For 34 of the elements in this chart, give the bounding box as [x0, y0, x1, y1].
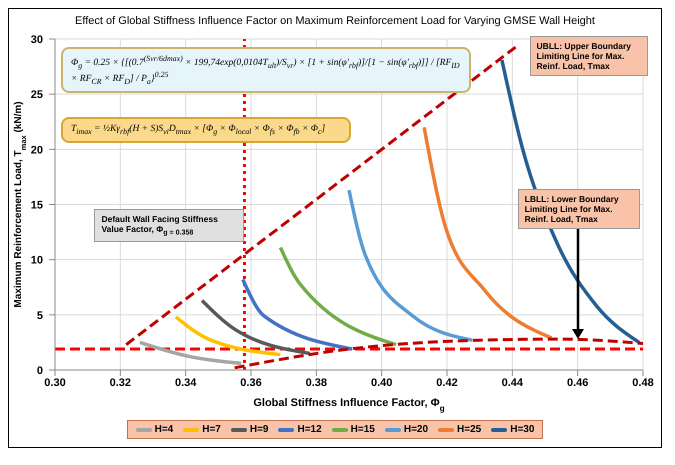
- legend-label: H=9: [248, 424, 268, 435]
- legend-label: H=7: [201, 424, 221, 435]
- x-tick-label: 0.42: [436, 376, 458, 389]
- x-tick-label: 0.40: [370, 376, 392, 389]
- x-tick-label: 0.30: [44, 376, 66, 389]
- legend-label: H=12: [296, 424, 322, 435]
- y-tick-label: 0: [36, 365, 43, 377]
- y-tick-label: 30: [30, 34, 43, 46]
- legend-label: H=15: [350, 424, 375, 435]
- x-tick-label: 0.32: [110, 376, 132, 389]
- y-tick-label: 20: [30, 144, 43, 156]
- legend-label: H=25: [456, 424, 482, 435]
- y-tick-label: 25: [30, 89, 43, 102]
- legend-label: H=30: [509, 424, 534, 435]
- formula-box: Default Wall Facing Stiffness Value Factor, Φ$_{g = 0.358}$: [94, 209, 244, 242]
- legend-label: H=20: [402, 424, 428, 435]
- x-tick-label: 0.48: [632, 376, 654, 389]
- callout-box: UBLL: Upper Boundary Limiting Line for Max. Reinf. Load, Tmax: [530, 36, 648, 76]
- formula-box: Φ$_{g}$ = 0.25 × {[(0.7$^{(Svr/6dmax)}$ × 199,74exp(0,0104T$_{ult}$)/S$_{vr}$) × [1 + sin(φ′$_{rbf}$)]/[1 − sin(φ′$_{rbf}$)]] / [RF$_{ID}$ × RF$_{CR}$ × RF$_{D}$] / P$_{a}$}$^{0.25}$: [61, 47, 471, 94]
- legend-label: H=4: [154, 424, 174, 435]
- x-tick-label: 0.46: [566, 376, 588, 389]
- line-series: [233, 338, 643, 370]
- y-tick-label: 5: [36, 310, 43, 322]
- x-tick-label: 0.38: [306, 376, 328, 389]
- formula-box: T$_{imax}$ = ½Kγ$_{rbf}$(H + S)S$_{vi}$D$_{tmax}$ × [Φ$_{g}$ × Φ$_{local}$ × Φ$_{fs}$ × Φ$_{fb}$ × Φ$_{c}$]: [61, 117, 351, 143]
- x-tick-label: 0.34: [174, 376, 198, 389]
- callout-box: LBLL: Lower Boundary Limiting Line for Max. Reinf. Load, Tmax: [518, 189, 640, 230]
- x-tick-label: 0.36: [240, 376, 262, 389]
- x-tick-label: 0.44: [502, 376, 524, 389]
- y-tick-label: 10: [30, 254, 43, 267]
- line-series: [347, 188, 474, 342]
- x-axis-title: Global Stiffness Influence Factor, Φ$_{g}$: [253, 397, 445, 412]
- y-tick-label: 15: [30, 200, 43, 212]
- chart-title: Effect of Global Stiffness Influence Factor on Maximum Reinforcement Load for Varying GMSE Wall Height: [74, 14, 596, 29]
